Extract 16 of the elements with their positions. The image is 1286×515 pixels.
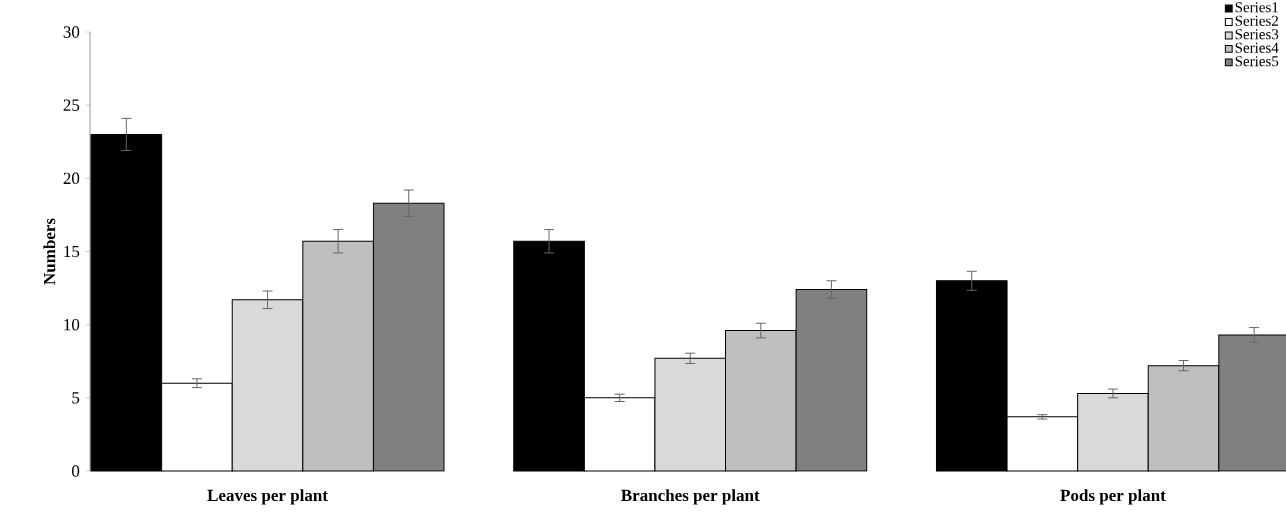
legend-label: Series5 [1235,56,1279,67]
legend-label: Series3 [1235,29,1279,40]
y-tick-label: 15 [64,245,80,258]
y-tick-label: 20 [63,172,80,185]
y-tick-label: 10 [64,318,80,331]
legend-label: Series1 [1235,2,1278,13]
legend-label: Series4 [1235,42,1279,53]
legend-label: Series2 [1235,15,1278,26]
x-tick-label: Branches per plant [621,489,760,505]
y-tick-label: 30 [63,26,80,38]
y-tick-label: 0 [72,465,80,477]
y-axis-title: Numbers [43,218,56,285]
y-tick-label: 5 [72,392,80,404]
x-tick-label: Leaves per plant [207,489,328,505]
y-tick-label: 25 [63,99,80,111]
x-tick-label: Pods per plant [1060,489,1166,505]
